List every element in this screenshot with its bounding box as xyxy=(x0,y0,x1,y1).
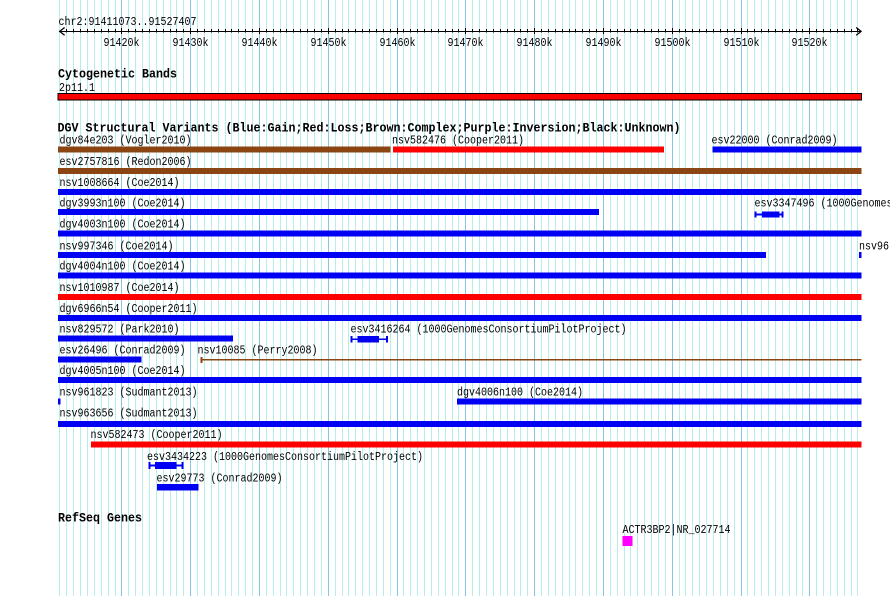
svg-text:chr2:91411073..91527407: chr2:91411073..91527407 xyxy=(59,16,197,29)
svg-text:nsv961823 (Sudmant2013): nsv961823 (Sudmant2013) xyxy=(60,387,198,400)
svg-text:esv3416264 (1000GenomesConsort: esv3416264 (1000GenomesConsortiumPilotPr… xyxy=(351,324,627,337)
svg-text:esv29773 (Conrad2009): esv29773 (Conrad2009) xyxy=(157,473,283,486)
svg-text:nsv1008664 (Coe2014): nsv1008664 (Coe2014) xyxy=(60,177,180,190)
svg-text:91520k: 91520k xyxy=(792,37,828,50)
svg-text:91470k: 91470k xyxy=(448,37,484,50)
svg-text:91510k: 91510k xyxy=(724,37,760,50)
svg-text:91430k: 91430k xyxy=(173,37,209,50)
svg-text:nsv963656 (Sudmant2013): nsv963656 (Sudmant2013) xyxy=(60,408,198,421)
svg-text:esv26496 (Conrad2009): esv26496 (Conrad2009) xyxy=(60,345,186,358)
svg-text:dgv4005n100 (Coe2014): dgv4005n100 (Coe2014) xyxy=(60,365,186,378)
svg-text:dgv4006n100 (Coe2014): dgv4006n100 (Coe2014) xyxy=(457,387,583,400)
svg-text:nsv582476 (Cooper2011): nsv582476 (Cooper2011) xyxy=(392,135,524,148)
svg-text:91420k: 91420k xyxy=(104,37,140,50)
svg-text:nsv997346 (Coe2014): nsv997346 (Coe2014) xyxy=(60,240,174,253)
svg-text:ACTR3BP2|NR_027714: ACTR3BP2|NR_027714 xyxy=(623,524,731,537)
svg-text:91490k: 91490k xyxy=(586,37,622,50)
svg-text:dgv84e203 (Vogler2010): dgv84e203 (Vogler2010) xyxy=(60,135,192,148)
svg-text:91480k: 91480k xyxy=(517,37,553,50)
svg-text:dgv6966n54 (Cooper2011): dgv6966n54 (Cooper2011) xyxy=(60,303,198,316)
svg-text:91500k: 91500k xyxy=(655,37,691,50)
svg-text:91440k: 91440k xyxy=(242,37,278,50)
svg-text:DGV Structural Variants (Blue:: DGV Structural Variants (Blue:Gain;Red:L… xyxy=(58,121,681,136)
svg-text:esv3347496 (1000GenomesConsort: esv3347496 (1000GenomesConsortiumPilotPr… xyxy=(755,197,890,210)
svg-text:nsv582473 (Cooper2011): nsv582473 (Cooper2011) xyxy=(91,429,223,442)
svg-text:2p11.1: 2p11.1 xyxy=(59,82,95,95)
svg-text:91450k: 91450k xyxy=(311,37,347,50)
svg-text:esv2757816 (Redon2006): esv2757816 (Redon2006) xyxy=(60,156,192,169)
svg-text:nsv96: nsv96 xyxy=(859,240,889,253)
svg-text:RefSeq Genes: RefSeq Genes xyxy=(58,511,142,526)
svg-text:dgv3993n100 (Coe2014): dgv3993n100 (Coe2014) xyxy=(60,197,186,210)
svg-text:dgv4004n100 (Coe2014): dgv4004n100 (Coe2014) xyxy=(60,261,186,274)
svg-text:91460k: 91460k xyxy=(380,37,416,50)
svg-text:esv3434223 (1000GenomesConsort: esv3434223 (1000GenomesConsortiumPilotPr… xyxy=(147,451,423,464)
svg-text:Cytogenetic Bands: Cytogenetic Bands xyxy=(58,67,177,82)
svg-text:dgv4003n100 (Coe2014): dgv4003n100 (Coe2014) xyxy=(60,219,186,232)
svg-text:nsv829572 (Park2010): nsv829572 (Park2010) xyxy=(60,324,180,337)
svg-text:nsv10085 (Perry2008): nsv10085 (Perry2008) xyxy=(198,345,318,358)
svg-text:esv22000 (Conrad2009): esv22000 (Conrad2009) xyxy=(712,135,838,148)
svg-text:nsv1010987 (Coe2014): nsv1010987 (Coe2014) xyxy=(60,282,180,295)
